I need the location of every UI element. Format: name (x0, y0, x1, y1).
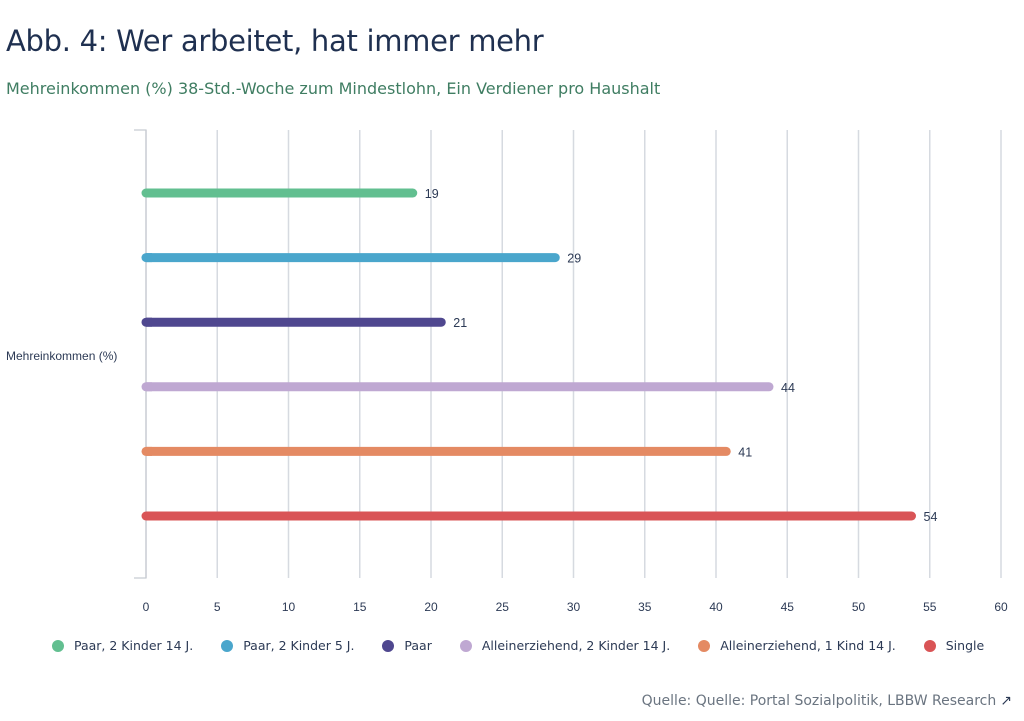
bar-base (146, 317, 152, 327)
legend-dot-icon (459, 639, 472, 652)
legend-dot-icon (221, 639, 234, 652)
bar-base (146, 382, 152, 392)
legend-item[interactable]: Alleinerziehend, 1 Kind 14 J. (698, 638, 896, 653)
legend-label: Paar, 2 Kinder 5 J. (243, 638, 355, 653)
x-tick-label: 20 (424, 600, 438, 614)
x-tick-label: 0 (143, 600, 150, 614)
legend-label: Paar, 2 Kinder 14 J. (74, 638, 194, 653)
bar-base (146, 253, 152, 263)
bar-base (146, 446, 152, 456)
legend-item[interactable]: Single (923, 638, 985, 653)
y-category-label: Mehreinkommen (%) (6, 349, 117, 363)
legend-label: Paar (404, 638, 432, 653)
chart-title: Abb. 4: Wer arbeitet, hat immer mehr (6, 24, 544, 58)
data-label: 44 (781, 381, 795, 395)
source-link[interactable]: Quelle: Quelle: Portal Sozialpolitik, LB… (642, 693, 1012, 709)
legend-dot-icon (698, 639, 711, 652)
legend-dot-icon (923, 639, 936, 652)
legend-label: Alleinerziehend, 1 Kind 14 J. (720, 638, 896, 653)
x-tick-label: 40 (709, 600, 723, 614)
x-tick-label: 45 (781, 600, 795, 614)
legend-item[interactable]: Paar (382, 638, 432, 653)
chart-subtitle: Mehreinkommen (%) 38-Std.-Woche zum Mind… (6, 79, 661, 98)
legend-item[interactable]: Paar, 2 Kinder 5 J. (221, 638, 354, 653)
x-tick-label: 30 (567, 600, 581, 614)
data-label: 21 (453, 316, 467, 330)
legend-item[interactable]: Alleinerziehend, 2 Kinder 14 J. (459, 638, 671, 653)
x-tick-label: 50 (852, 600, 866, 614)
legend-item[interactable]: Paar, 2 Kinder 14 J. (52, 638, 193, 653)
legend-dot-icon (382, 639, 395, 652)
x-tick-label: 60 (994, 600, 1008, 614)
data-label: 29 (567, 252, 581, 266)
x-tick-label: 25 (496, 600, 510, 614)
data-label: 19 (425, 187, 439, 201)
x-tick-label: 15 (353, 600, 367, 614)
x-tick-label: 55 (923, 600, 937, 614)
source-text: Quelle: Quelle: Portal Sozialpolitik, LB… (641, 693, 997, 709)
y-axis-line (134, 129, 147, 579)
data-label: 54 (924, 510, 938, 524)
x-tick-label: 5 (214, 600, 221, 614)
legend: Paar, 2 Kinder 14 J. Paar, 2 Kinder 5 J. P… (52, 638, 1012, 653)
legend-dot-icon (52, 639, 64, 652)
bar-base (146, 188, 152, 198)
bar-base (146, 511, 152, 521)
legend-label: Alleinerziehend, 2 Kinder 14 J. (481, 638, 671, 653)
x-tick-label: 10 (282, 600, 296, 614)
external-link-arrow-icon: ↗ (1000, 693, 1012, 709)
data-label: 41 (738, 445, 752, 459)
x-tick-label: 35 (638, 600, 652, 614)
legend-label: Single (945, 638, 985, 653)
